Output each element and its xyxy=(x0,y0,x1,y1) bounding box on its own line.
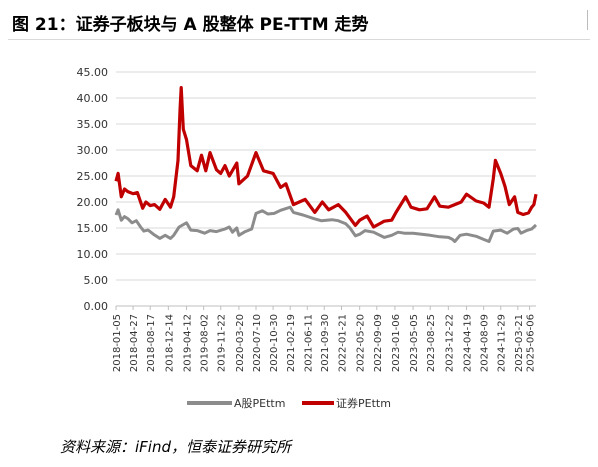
securities-pettm-line xyxy=(114,85,538,229)
x-tick-label: 2018-04-27 xyxy=(129,314,140,372)
x-tick-label: 2022-01-21 xyxy=(337,314,348,372)
y-tick-label: 25.00 xyxy=(77,170,109,183)
legend-label: 证券PEttm xyxy=(336,396,391,410)
legend: A股PEttm 证券PEttm xyxy=(187,396,391,410)
y-tick-label: 20.00 xyxy=(77,196,109,209)
source-note: 资料来源：iFind，恒泰证券研究所 xyxy=(60,438,291,456)
x-tick-label: 2023-12-22 xyxy=(444,314,455,372)
x-tick-label: 2018-12-14 xyxy=(164,314,175,372)
x-tick-label: 2018-01-05 xyxy=(112,314,123,372)
x-tick-label: 2025-03-21 xyxy=(514,314,525,372)
y-tick-label: 0.00 xyxy=(84,300,109,313)
chart-title: 图 21：证券子板块与 A 股整体 PE-TTM 走势 xyxy=(12,15,369,35)
x-tick-label: 2019-11-22 xyxy=(217,314,228,372)
x-tick-label: 2023-05-05 xyxy=(409,314,420,372)
title-rule xyxy=(8,39,590,40)
x-tick-label: 2020-07-10 xyxy=(252,314,263,372)
x-tick-label: 2021-06-11 xyxy=(303,314,314,372)
x-tick-label: 2024-04-19 xyxy=(463,314,474,372)
x-tick-label: 2020-03-20 xyxy=(235,314,246,372)
series-lines xyxy=(114,85,538,243)
x-tick-label: 2025-06-06 xyxy=(526,314,537,372)
x-tick-label: 2023-08-25 xyxy=(426,314,437,372)
x-tick-label: 2019-08-02 xyxy=(200,314,211,372)
y-tick-label: 5.00 xyxy=(84,274,109,287)
x-axis: 2018-01-05 2018-04-27 2018-08-17 2018-12-14… xyxy=(112,306,537,372)
x-tick-label: 2019-04-12 xyxy=(183,314,194,372)
grid-lines xyxy=(116,71,536,307)
x-tick-label: 2020-10-30 xyxy=(269,314,280,372)
y-tick-label: 45.00 xyxy=(77,66,109,79)
pe-ttm-line-chart: 0.00 5.00 10.00 15.00 20.00 25.00 30.00 35.00 40… xyxy=(77,66,538,410)
a-share-pettm-line xyxy=(114,205,538,243)
x-tick-label: 2018-08-17 xyxy=(146,314,157,372)
y-tick-label: 40.00 xyxy=(77,92,109,105)
y-tick-label: 35.00 xyxy=(77,118,109,131)
x-tick-label: 2021-09-30 xyxy=(320,314,331,372)
y-tick-label: 15.00 xyxy=(77,222,109,235)
x-tick-label: 2024-08-09 xyxy=(480,314,491,372)
x-tick-label: 2024-11-29 xyxy=(497,314,508,372)
page-edge-mark xyxy=(587,10,596,30)
y-tick-label: 30.00 xyxy=(77,144,109,157)
y-axis: 0.00 5.00 10.00 15.00 20.00 25.00 30.00 35.00 40… xyxy=(77,66,109,313)
x-tick-label: 2022-09-09 xyxy=(373,314,384,372)
x-tick-label: 2022-05-20 xyxy=(356,314,367,372)
x-tick-label: 2021-02-19 xyxy=(286,314,297,372)
x-tick-label: 2023-01-06 xyxy=(391,314,402,372)
legend-label: A股PEttm xyxy=(234,397,285,410)
y-tick-label: 10.00 xyxy=(77,248,109,261)
